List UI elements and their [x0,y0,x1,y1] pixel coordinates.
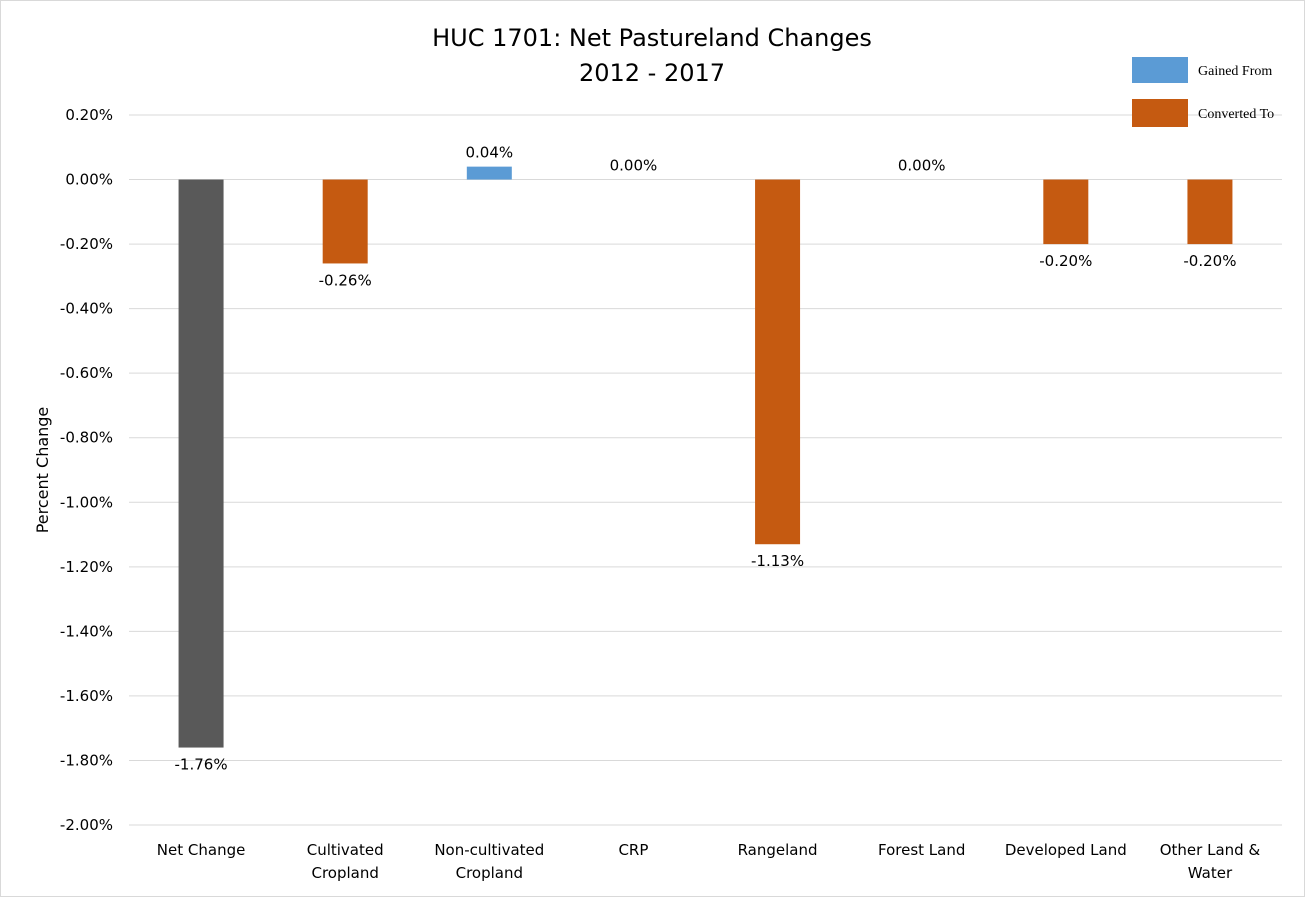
y-tick-label: -1.80% [60,751,113,769]
bar-converted [322,179,368,264]
bar-converted [1187,179,1233,245]
x-category-label: Other Land & Water [1160,841,1261,882]
legend: Gained From Converted To [1132,57,1274,127]
y-tick-label: 0.00% [65,171,113,189]
data-label: 0.00% [898,157,946,175]
data-label: 0.04% [465,144,513,162]
x-axis-categories: Net Change Cultivated Cropland Non-cultivat… [157,841,1261,882]
y-tick-label: -1.60% [60,687,113,705]
bar-net [178,179,224,748]
y-tick-label: -0.40% [60,300,113,318]
x-category-label: Non-cultivated Cropland [434,841,544,882]
y-tick-label: -0.20% [60,235,113,253]
x-category-label: Forest Land [878,841,965,859]
bar-gained [466,166,512,180]
bar-converted [755,179,801,545]
data-label: -0.20% [1183,252,1236,270]
y-axis-label: Percent Change [33,407,52,534]
chart-title: HUC 1701: Net Pastureland Changes [432,24,872,52]
data-label: -0.26% [319,271,372,289]
y-tick-label: -2.00% [60,816,113,834]
chart-subtitle: 2012 - 2017 [579,59,725,87]
y-tick-label: -1.00% [60,493,113,511]
x-category-label: Cultivated Cropland [307,841,384,882]
y-axis-ticks: 0.20% 0.00% -0.20% -0.40% -0.60% -0.80% -1.00%… [60,106,113,834]
y-tick-label: -0.60% [60,364,113,382]
legend-label-converted: Converted To [1198,107,1274,122]
legend-swatch-gained [1132,57,1188,83]
data-label: 0.00% [610,157,658,175]
x-category-label: Developed Land [1005,841,1127,859]
bar-converted [1043,179,1089,245]
gridlines [129,114,1282,826]
data-labels: -1.76% -0.26% 0.04% 0.00% -1.13% 0.00% -0.20% -… [175,144,1237,774]
x-category-label: CRP [618,841,648,859]
data-label: -1.76% [175,756,228,774]
y-tick-label: 0.20% [65,106,113,124]
x-category-label: Net Change [157,841,246,859]
y-tick-label: -1.40% [60,622,113,640]
data-label: -0.20% [1039,252,1092,270]
bars [178,166,1233,748]
legend-swatch-converted [1132,99,1188,127]
x-category-label: Rangeland [738,841,818,859]
legend-label-gained: Gained From [1198,64,1272,79]
data-label: -1.13% [751,552,804,570]
y-tick-label: -0.80% [60,429,113,447]
y-tick-label: -1.20% [60,558,113,576]
